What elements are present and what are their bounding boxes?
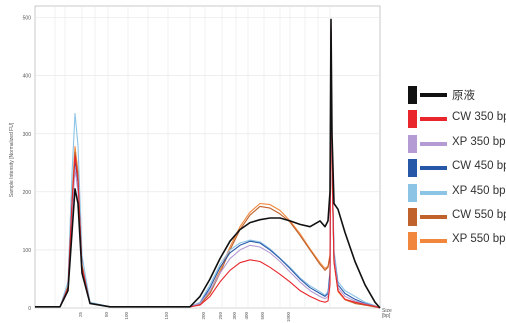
x-tick-label: 300 [232,312,237,320]
legend-label: 原液 [452,90,475,102]
legend-swatch [408,207,417,226]
x-tick-label: 50 [104,312,109,318]
legend-swatch [408,232,417,251]
legend-swatch [408,134,417,153]
legend-label: XP 450 bp [452,184,506,197]
legend-swatch [408,183,417,202]
y-tick-label: 100 [23,248,32,254]
x-tick-label: 200 [201,312,206,320]
series-line-原液 [35,18,381,309]
legend-swatch [408,110,417,129]
x-tick-label: 400 [244,312,249,320]
y-axis: 0 100 200 300 400 500 [23,16,32,312]
y-tick-label: 400 [23,74,32,80]
legend-item: CW 350 bp [408,108,506,132]
y-tick-label: 0 [28,306,31,312]
legend-item: XP 550 bp [408,230,506,254]
series-line-xp-450-bp [35,34,381,309]
y-tick-label: 300 [23,132,32,138]
legend-label: CW 550 bp [452,208,506,221]
plot-area [34,5,381,309]
legend-line [420,190,447,195]
legend-item: CW 450 bp [408,157,506,181]
legend: 原液 CW 350 bp XP 350 bp CW 450 bp XP 450 bp CW… [408,84,506,255]
x-axis-label: Size [bp] [382,308,392,319]
legend-label: XP 350 bp [452,135,506,148]
x-tick-label: 100 [124,312,129,320]
x-tick-label: 500 [260,312,265,320]
legend-label: XP 550 bp [452,233,506,246]
legend-label: CW 350 bp [452,111,506,124]
legend-line [420,141,447,146]
legend-item: 原液 [408,84,504,108]
legend-swatch [408,159,417,178]
x-tick-label: 150 [164,312,169,320]
legend-item: CW 550 bp [408,206,506,230]
legend-item: XP 450 bp [408,182,506,206]
legend-line [420,117,447,122]
legend-line [420,166,447,171]
legend-line [420,239,447,244]
series-lines [35,18,381,309]
x-axis: 25 50 100 150 200 250 300 400 500 1000 [78,312,291,323]
legend-line [420,214,447,219]
legend-line [420,93,447,97]
y-axis-label: Sample Intensity [Normalized FU] [9,122,15,197]
x-tick-label: 250 [218,312,223,320]
y-tick-label: 500 [23,16,32,22]
legend-swatch [408,86,417,104]
legend-item: XP 350 bp [408,133,506,157]
y-tick-label: 200 [23,190,32,196]
x-tick-label: 25 [78,312,83,318]
legend-label: CW 450 bp [452,160,506,173]
x-tick-label: 1000 [286,312,291,323]
